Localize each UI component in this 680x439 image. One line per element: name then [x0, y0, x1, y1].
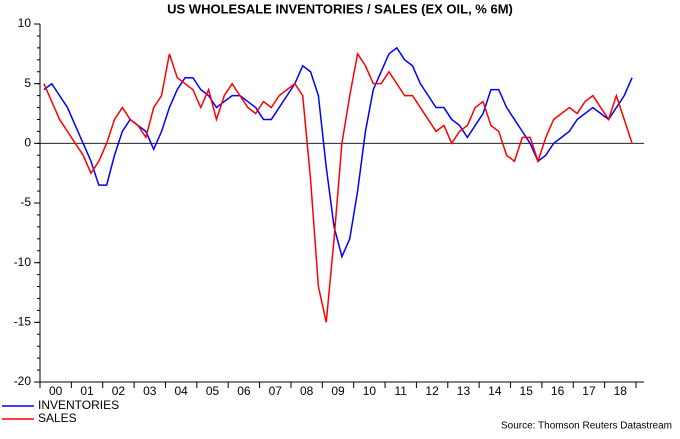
- x-tick-label: 07: [269, 384, 283, 398]
- y-tick-label: -20: [14, 374, 32, 388]
- source: Source: Thomson Reuters Datastream: [501, 421, 672, 432]
- x-tick-label: 10: [363, 384, 377, 398]
- legend-label: SALES: [38, 411, 77, 425]
- x-tick-label: 12: [425, 384, 439, 398]
- x-tick-label: 02: [112, 384, 126, 398]
- y-tick-label: -15: [14, 315, 32, 329]
- x-tick-label: 11: [395, 384, 408, 398]
- x-tick-label: 01: [80, 384, 94, 398]
- x-tick-label: 08: [300, 384, 314, 398]
- x-tick-label: 04: [174, 384, 188, 398]
- x-tick-label: 16: [551, 384, 565, 398]
- x-tick-label: 09: [331, 384, 345, 398]
- x-tick-label: 18: [614, 384, 628, 398]
- chart-title: US WHOLESALE INVENTORIES / SALES (EX OIL…: [167, 1, 513, 16]
- y-tick-label: -5: [20, 195, 31, 209]
- x-tick-label: 17: [582, 384, 596, 398]
- x-tick-label: 14: [488, 384, 502, 398]
- x-tick-label: 06: [237, 384, 251, 398]
- series-line: [43, 51, 633, 323]
- x-tick-label: 03: [143, 384, 157, 398]
- y-tick-label: 0: [24, 136, 31, 150]
- y-tick-label: -10: [14, 255, 32, 269]
- y-tick-label: 10: [18, 16, 32, 30]
- x-tick-label: 05: [206, 384, 220, 398]
- y-tick-label: 5: [24, 76, 31, 90]
- series-line: [43, 46, 633, 259]
- legend-label: INVENTORIES: [38, 398, 119, 412]
- x-tick-label: 00: [49, 384, 63, 398]
- x-tick-label: 13: [457, 384, 471, 398]
- x-tick-label: 15: [520, 384, 534, 398]
